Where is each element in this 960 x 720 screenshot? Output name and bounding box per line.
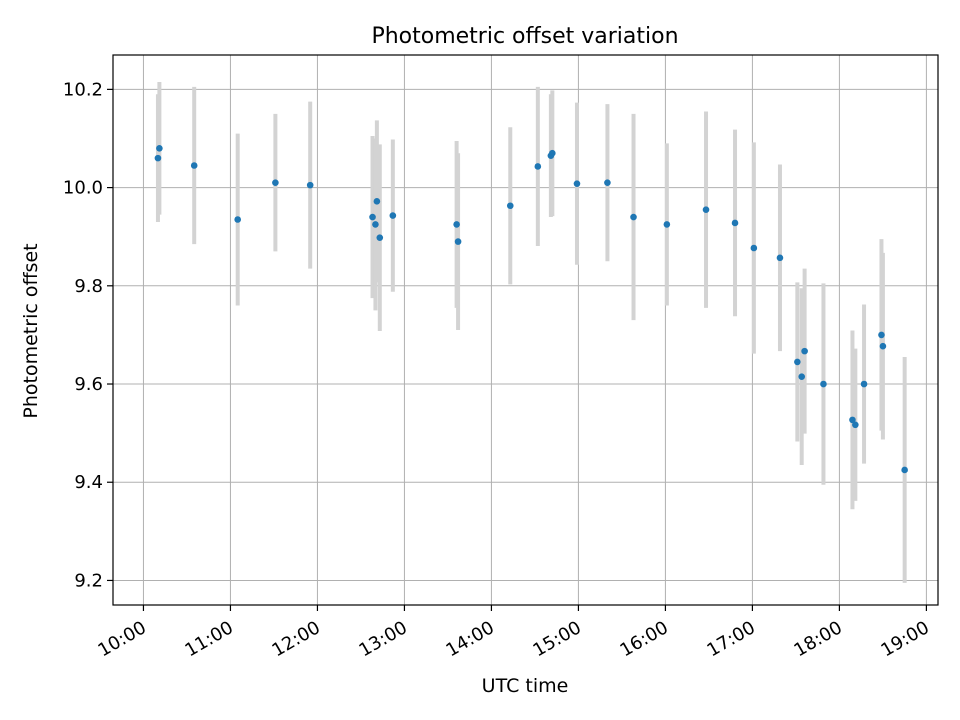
data-point [549,149,556,157]
y-tick-label: 10.2 [63,79,103,100]
data-point [794,358,801,366]
data-point [389,212,397,219]
data-point [798,373,806,380]
data-point [630,213,637,221]
y-tick-label: 9.4 [74,472,103,493]
data-point [820,380,827,388]
data-point [750,244,758,252]
data-point [376,234,384,241]
data-point [234,216,241,223]
data-point [860,380,868,388]
y-tick-label: 10.0 [63,178,103,199]
data-point [190,162,198,169]
data-point [849,416,856,424]
data-point [156,145,163,152]
data-point [306,181,314,189]
data-point [702,206,710,213]
data-point [372,221,379,228]
data-point [453,221,460,228]
plot-frame [112,54,939,606]
data-point [272,179,279,186]
data-points [154,145,908,474]
data-point [878,331,885,339]
data-point [373,198,381,205]
data-point [776,254,784,262]
y-tick-label: 9.6 [74,374,103,395]
data-point [801,347,808,355]
data-point [731,219,739,227]
data-point [534,163,542,170]
data-point [506,202,514,210]
data-point [604,179,611,186]
data-point [369,213,376,221]
y-tick-label: 9.2 [74,570,103,591]
data-point [663,221,671,228]
y-axis-label: Photometric offset [20,243,42,418]
data-point [879,342,887,350]
data-point [901,466,908,474]
data-point [154,154,162,162]
x-axis-label: UTC time [482,675,569,697]
data-point [852,421,859,429]
y-tick-label: 9.8 [74,276,103,297]
chart-title: Photometric offset variation [371,24,678,49]
data-point [573,180,581,187]
y-axis-ticks: 9.2 9.4 9.6 9.8 10.0 10.2 [63,79,113,591]
data-point [454,238,462,245]
